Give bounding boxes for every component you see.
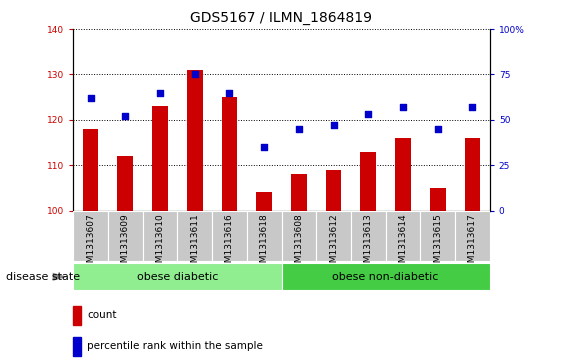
Text: GSM1313615: GSM1313615 — [434, 213, 442, 274]
Text: GSM1313616: GSM1313616 — [225, 213, 234, 274]
Bar — [282, 263, 490, 290]
Bar — [455, 211, 490, 261]
Text: obese diabetic: obese diabetic — [137, 272, 218, 282]
Bar — [73, 263, 282, 290]
Bar — [395, 138, 411, 211]
Bar — [421, 211, 455, 261]
Text: GSM1313607: GSM1313607 — [86, 213, 95, 274]
Bar — [386, 211, 421, 261]
Point — [260, 144, 269, 150]
Bar — [316, 211, 351, 261]
Bar — [282, 211, 316, 261]
Point — [434, 126, 443, 132]
Point — [190, 72, 199, 77]
Bar — [152, 106, 168, 211]
Bar — [360, 152, 376, 211]
Bar — [326, 170, 341, 211]
Point — [294, 126, 303, 132]
Point — [120, 113, 129, 119]
Text: GSM1313609: GSM1313609 — [121, 213, 129, 274]
Bar — [187, 70, 203, 211]
Text: GSM1313612: GSM1313612 — [329, 213, 338, 274]
Polygon shape — [53, 273, 68, 281]
Bar — [118, 156, 133, 211]
Bar — [73, 306, 81, 325]
Bar — [142, 211, 177, 261]
Bar — [73, 211, 108, 261]
Point — [329, 122, 338, 128]
Text: obese non-diabetic: obese non-diabetic — [333, 272, 439, 282]
Text: GSM1313618: GSM1313618 — [260, 213, 269, 274]
Text: GSM1313608: GSM1313608 — [294, 213, 303, 274]
Point — [364, 111, 373, 117]
Text: GSM1313613: GSM1313613 — [364, 213, 373, 274]
Bar — [177, 211, 212, 261]
Text: percentile rank within the sample: percentile rank within the sample — [87, 342, 263, 351]
Bar — [430, 188, 445, 211]
Bar — [291, 174, 307, 211]
Bar — [256, 192, 272, 211]
Point — [86, 95, 95, 101]
Bar — [222, 97, 237, 211]
Bar — [73, 337, 81, 356]
Point — [155, 90, 164, 95]
Bar — [83, 129, 99, 211]
Bar — [464, 138, 480, 211]
Point — [399, 104, 408, 110]
Text: GSM1313611: GSM1313611 — [190, 213, 199, 274]
Text: GSM1313610: GSM1313610 — [155, 213, 164, 274]
Text: GSM1313614: GSM1313614 — [399, 213, 408, 274]
Bar — [247, 211, 282, 261]
Title: GDS5167 / ILMN_1864819: GDS5167 / ILMN_1864819 — [190, 11, 373, 25]
Text: disease state: disease state — [6, 272, 80, 282]
Point — [225, 90, 234, 95]
Bar — [351, 211, 386, 261]
Bar — [212, 211, 247, 261]
Text: count: count — [87, 310, 117, 321]
Bar — [108, 211, 142, 261]
Text: GSM1313617: GSM1313617 — [468, 213, 477, 274]
Point — [468, 104, 477, 110]
